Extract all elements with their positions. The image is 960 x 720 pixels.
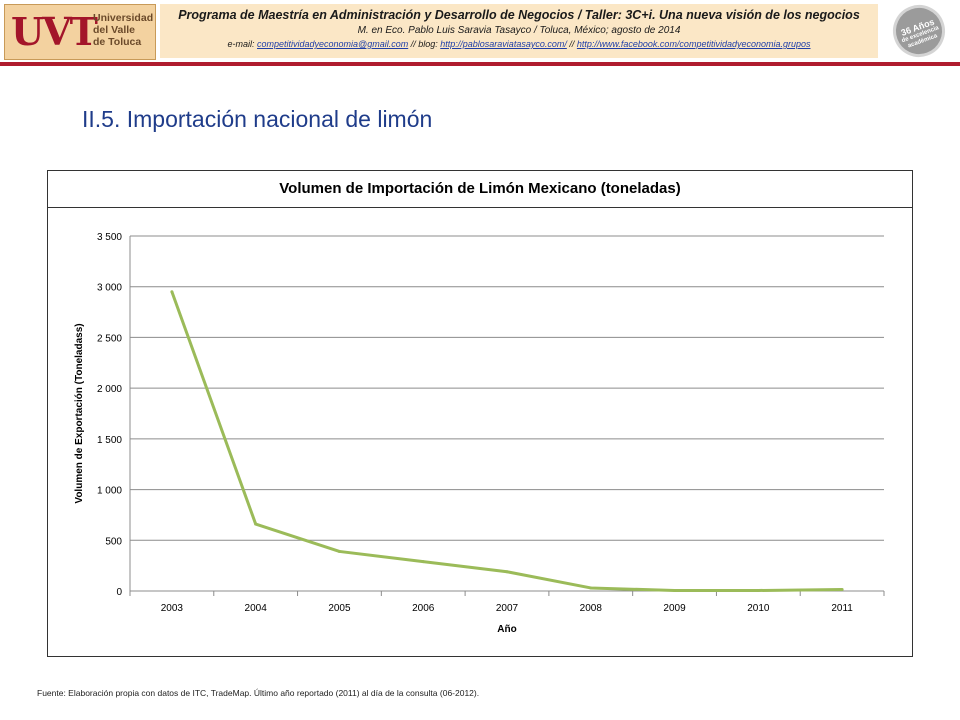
program-title: Programa de Maestría en Administración y…	[178, 8, 860, 22]
data-point	[589, 586, 593, 590]
source-note: Fuente: Elaboración propia con datos de …	[37, 688, 480, 698]
program-author: M. en Eco. Pablo Luis Saravia Tasayco / …	[357, 25, 681, 36]
data-point	[421, 560, 425, 564]
blog-link[interactable]: http://pablosaraviatasayco.com/	[440, 39, 567, 49]
facebook-link[interactable]: http://www.facebook.com/competitividadye…	[576, 39, 811, 49]
y-tick-label: 1 000	[97, 486, 122, 497]
program-banner: Programa de Maestría en Administración y…	[160, 4, 878, 58]
blog-label: // blog:	[410, 39, 438, 49]
x-tick-label: 2006	[412, 603, 435, 614]
x-axis-title: Año	[497, 624, 516, 635]
logo-text-line: de Toluca	[93, 36, 142, 48]
line-chart: 0 500 1 000 1 500 2 000 2 500 3 000 3 500 2003 20…	[74, 232, 885, 635]
x-tick-label: 2010	[747, 603, 770, 614]
x-tick-label: 2011	[831, 603, 853, 614]
x-tick-label: 2009	[663, 603, 686, 614]
y-tick-label: 0	[116, 587, 122, 598]
data-point	[505, 570, 509, 574]
logo-text-line: del Valle	[93, 24, 136, 36]
facebook-separator: //	[569, 39, 575, 49]
header: UVT Universidad del Valle de Toluca Prog…	[0, 0, 960, 65]
program-contact: e-mail: competitividadyeconomia@gmail.co…	[160, 39, 878, 49]
header-divider	[0, 62, 960, 66]
x-tick-label: 2005	[328, 603, 351, 614]
y-axis-title: Volumen de Exportación (Toneladass)	[74, 323, 85, 503]
y-tick-label: 1 500	[97, 435, 122, 446]
data-point	[254, 522, 258, 526]
anniversary-seal: 36 Años de excelencia académica	[885, 0, 953, 65]
y-tick-label: 500	[105, 536, 122, 547]
data-point	[673, 588, 677, 592]
slide-title: II.5. Importación nacional de limón	[82, 106, 433, 132]
y-tick-label: 2 500	[97, 333, 122, 344]
logo-mark: UVT	[11, 9, 98, 54]
data-point	[840, 587, 844, 591]
y-tick-label: 3 500	[97, 232, 122, 243]
chart-frame: Volumen de Importación de Limón Mexicano…	[47, 170, 913, 657]
logo-text: Universidad del Valle de Toluca	[93, 12, 153, 48]
data-point	[756, 588, 760, 592]
chart-title: Volumen de Importación de Limón Mexicano…	[48, 171, 912, 208]
email-label: e-mail:	[227, 39, 255, 49]
logo-text-line: Universidad	[93, 12, 154, 24]
x-tick-label: 2004	[245, 603, 268, 614]
data-point	[170, 290, 174, 294]
email-link[interactable]: competitividadyeconomia@gmail.com	[257, 39, 409, 49]
university-logo[interactable]: UVT Universidad del Valle de Toluca	[4, 4, 156, 60]
series-line	[170, 291, 843, 592]
x-tick-label: 2003	[161, 603, 184, 614]
y-tick-label: 3 000	[97, 283, 122, 294]
y-tick-label: 2 000	[97, 384, 122, 395]
x-tick-label: 2008	[580, 603, 603, 614]
x-tick-label: 2007	[496, 603, 519, 614]
data-point	[337, 549, 341, 553]
